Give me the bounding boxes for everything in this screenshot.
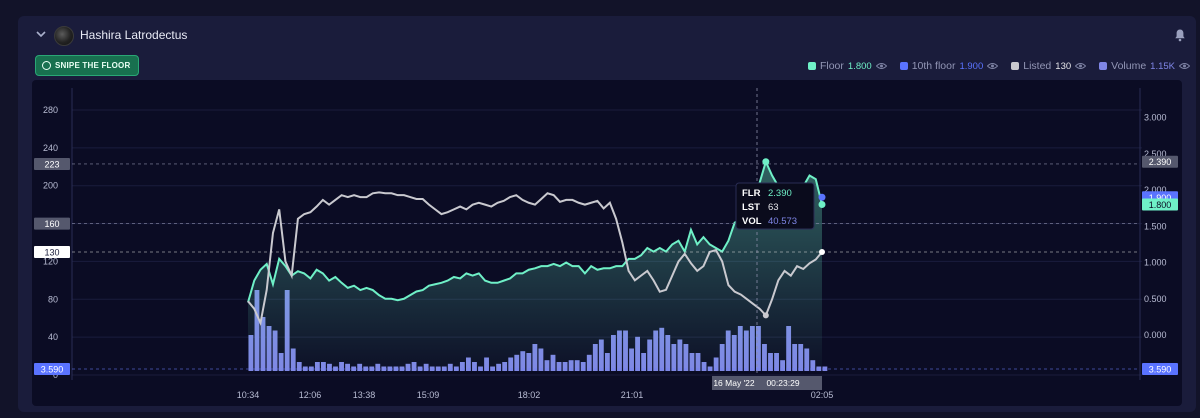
legend-floor-value: 1.800 — [847, 60, 872, 72]
right-axis-tick: 0.500 — [1144, 294, 1167, 304]
legend-tenth-floor[interactable]: 10th floor 1.900 — [899, 60, 999, 72]
left-marker-label: 223 — [44, 159, 59, 169]
crosshair-time-box — [712, 376, 822, 390]
legend-floor[interactable]: Floor 1.800 — [807, 60, 887, 72]
eye-icon[interactable] — [875, 62, 887, 70]
x-axis-tick: 13:38 — [353, 390, 376, 400]
tenth-floor-end-dot — [818, 193, 826, 201]
chart-legend: Floor 1.800 10th floor 1.900 Listed 130 … — [807, 60, 1190, 72]
card-header: Hashira Latrodectus — [18, 16, 1196, 56]
legend-volume-label: Volume — [1111, 60, 1147, 72]
tooltip-vol-value: 40.573 — [768, 216, 797, 227]
target-icon — [42, 61, 51, 70]
x-axis-tick: 15:09 — [417, 390, 440, 400]
left-marker-box — [34, 217, 70, 230]
snipe-the-floor-button[interactable]: SNIPE THE FLOOR — [35, 55, 140, 76]
legend-volume-swatch — [1099, 62, 1108, 70]
tooltip-flr-label: FLR — [742, 188, 761, 199]
legend-tenth-floor-value: 1.900 — [959, 60, 984, 72]
chevron-down-icon[interactable] — [34, 27, 48, 41]
legend-floor-label: Floor — [819, 60, 844, 72]
legend-listed-label: Listed — [1023, 60, 1052, 72]
legend-floor-swatch — [807, 62, 816, 70]
right-marker-box — [1142, 155, 1178, 168]
x-axis-tick: 12:06 — [299, 390, 322, 400]
left-axis-tick: 240 — [43, 143, 58, 153]
eye-icon[interactable] — [987, 62, 999, 70]
right-marker-box — [1142, 363, 1178, 375]
eye-icon[interactable] — [1179, 62, 1190, 70]
listed-line — [247, 191, 823, 327]
left-marker-label: 130 — [44, 247, 59, 257]
left-marker-box — [34, 157, 70, 170]
left-marker-label: 160 — [44, 219, 59, 229]
right-marker-label: 3.590 — [1149, 365, 1172, 375]
left-marker-box — [34, 363, 70, 375]
left-marker-label: 3.590 — [41, 365, 64, 375]
tooltip-box — [735, 182, 815, 230]
right-marker-label: 2.390 — [1149, 157, 1172, 167]
right-axis-tick: 1.000 — [1144, 258, 1167, 268]
tooltip-lst-value: 63 — [768, 202, 779, 213]
left-marker-box — [34, 245, 70, 258]
listed-end-dot — [819, 248, 825, 255]
x-axis-tick: 10:34 — [237, 390, 260, 400]
price-chart-svg[interactable]: 28024020016012080400-403.0002.5002.0001.… — [32, 80, 1182, 406]
legend-tenth-floor-swatch — [899, 62, 908, 70]
right-axis-tick: 2.500 — [1144, 149, 1167, 159]
x-axis-tick: 02:05 — [811, 390, 834, 400]
floor-line — [247, 158, 823, 303]
right-marker-label: 1.800 — [1149, 200, 1172, 210]
right-axis-tick: 0.000 — [1144, 330, 1167, 340]
legend-listed[interactable]: Listed 130 — [1011, 60, 1087, 72]
snipe-label: SNIPE THE FLOOR — [55, 61, 131, 70]
eye-icon[interactable] — [1075, 62, 1087, 70]
floor-area — [248, 161, 822, 371]
right-axis-tick: 2.000 — [1144, 185, 1167, 195]
crosshair-time-label: 00:23:29 — [766, 378, 799, 388]
collection-avatar — [54, 26, 74, 46]
right-marker-label: 1.900 — [1149, 193, 1172, 203]
listed-hover-dot — [762, 312, 769, 319]
tooltip-lst-label: LST — [742, 202, 760, 213]
collection-name: Hashira Latrodectus — [80, 28, 188, 42]
legend-volume-value: 1.15K — [1150, 60, 1175, 72]
floor-end-dot — [818, 201, 826, 208]
tooltip-flr-value: 2.390 — [768, 188, 792, 199]
price-chart[interactable]: 28024020016012080400-403.0002.5002.0001.… — [32, 80, 1182, 406]
left-axis-tick: 200 — [43, 181, 58, 191]
legend-volume[interactable]: Volume 1.15K — [1099, 60, 1190, 72]
right-axis-tick: 3.000 — [1144, 113, 1167, 123]
left-axis-tick: 80 — [48, 294, 58, 304]
tooltip-vol-label: VOL — [742, 216, 762, 227]
right-axis-tick: 1.500 — [1144, 221, 1167, 231]
crosshair-date-label: 16 May '22 — [713, 378, 755, 388]
left-axis-tick: 120 — [43, 256, 58, 266]
floor-hover-dot — [762, 158, 770, 166]
x-axis-tick: 21:01 — [621, 390, 644, 400]
left-axis-tick: 280 — [43, 105, 58, 115]
legend-tenth-floor-label: 10th floor — [911, 60, 956, 72]
legend-listed-swatch — [1011, 62, 1020, 70]
x-axis-tick: 18:02 — [518, 390, 541, 400]
left-axis-tick: 40 — [48, 332, 58, 342]
collection-card: Hashira Latrodectus SNIPE THE FLOOR Floo… — [18, 16, 1196, 412]
right-marker-box — [1142, 198, 1178, 211]
legend-listed-value: 130 — [1055, 60, 1072, 72]
bell-icon[interactable] — [1174, 28, 1186, 42]
